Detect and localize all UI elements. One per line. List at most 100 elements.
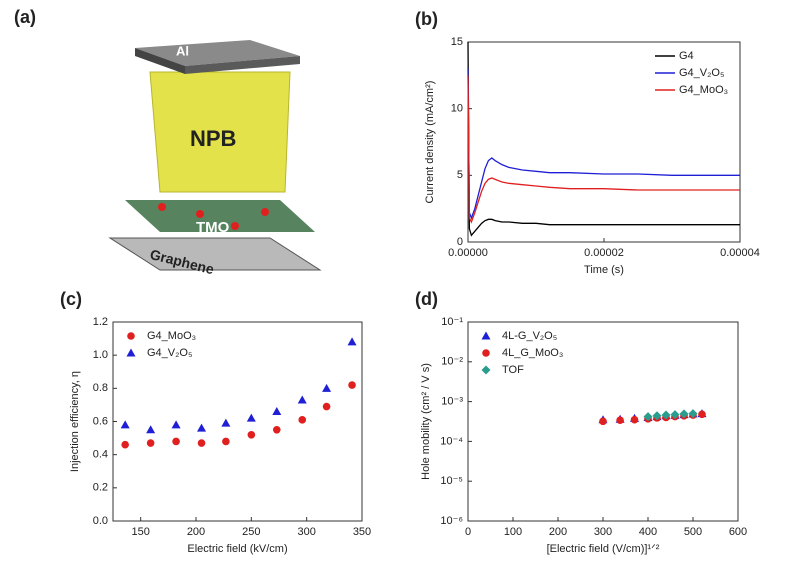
y-axis-label: Injection efficiency, η: [69, 371, 81, 472]
y-tick-label: 15: [451, 36, 463, 48]
marker: [121, 440, 129, 449]
marker: [347, 337, 357, 346]
marker: [348, 381, 356, 389]
marker: [247, 430, 256, 439]
x-axis-label: Electric field (kV/cm): [187, 543, 287, 555]
marker: [272, 407, 282, 416]
y-tick-label: 0: [457, 236, 463, 248]
panel-label: (a): [14, 7, 36, 27]
line-series: [467, 75, 740, 224]
npb-layer: [149, 71, 291, 193]
legend-label: 4L_G_MoO₃: [502, 347, 563, 359]
y-tick-label: 1.2: [93, 316, 108, 328]
x-tick-label: 350: [353, 526, 371, 538]
marker: [297, 395, 307, 404]
marker: [481, 331, 491, 340]
x-tick-label: 600: [729, 526, 747, 538]
tmo-atom: [196, 210, 204, 218]
line-series: [467, 68, 740, 220]
al-front: [185, 56, 300, 74]
marker: [661, 410, 671, 420]
tmo-atom: [231, 222, 239, 230]
marker: [126, 348, 136, 357]
marker: [197, 423, 207, 432]
layer-label: NPB: [190, 126, 236, 151]
marker: [670, 410, 680, 420]
legend-label: 4L-G_V₂O₅: [502, 330, 557, 342]
marker: [616, 416, 624, 425]
marker: [298, 416, 307, 424]
x-tick-label: 100: [504, 526, 522, 538]
x-tick-label: 0.00004: [720, 247, 760, 259]
layer-label: Al: [176, 43, 189, 58]
x-tick-label: 0: [465, 526, 471, 538]
legend-label: G4_MoO₃: [679, 84, 728, 96]
marker: [482, 349, 490, 357]
y-axis-label: Hole mobility (cm² / V s): [420, 363, 432, 480]
y-tick-label: 0.2: [93, 482, 108, 494]
al-side: [135, 48, 185, 74]
marker: [599, 417, 607, 426]
y-tick-label: 0.6: [93, 415, 108, 427]
y-tick-label: 1.0: [93, 349, 108, 361]
marker: [643, 412, 653, 422]
marker: [127, 332, 135, 340]
y-tick-label: 10⁻³: [441, 396, 463, 408]
al-top: [135, 40, 300, 66]
legend-label: G4_V₂O₅: [147, 347, 192, 359]
legend-label: G4_MoO₃: [147, 330, 196, 342]
x-tick-label: 500: [684, 526, 702, 538]
tmo-layer: [125, 200, 315, 232]
x-tick-label: 300: [297, 526, 315, 538]
marker: [120, 420, 130, 429]
marker: [698, 410, 706, 419]
panel-label: (d): [415, 289, 438, 309]
marker: [171, 420, 181, 429]
marker: [246, 413, 256, 422]
x-tick-label: 150: [131, 526, 149, 538]
marker: [322, 402, 331, 411]
schematic: [108, 40, 322, 271]
marker: [679, 409, 689, 419]
panel-label: (b): [415, 9, 438, 29]
y-tick-label: 10⁻⁵: [440, 475, 463, 487]
x-tick-label: 250: [242, 526, 260, 538]
y-tick-label: 10⁻²: [441, 356, 463, 368]
y-tick-label: 0.0: [93, 515, 108, 527]
y-tick-label: 5: [457, 169, 463, 181]
x-tick-label: 200: [549, 526, 567, 538]
marker: [146, 425, 156, 434]
marker: [322, 383, 332, 392]
layer-label: TMO: [196, 219, 230, 236]
legend-label: TOF: [502, 364, 524, 376]
marker: [630, 415, 639, 424]
x-tick-label: 200: [187, 526, 205, 538]
x-tick-label: 0.00000: [448, 247, 488, 259]
marker: [172, 437, 180, 446]
x-axis-label: [Electric field (V/cm)]¹ᐟ²: [547, 543, 660, 555]
legend-label: G4_V₂O₅: [679, 67, 724, 79]
marker: [146, 439, 155, 447]
x-tick-label: 300: [594, 526, 612, 538]
marker: [221, 418, 231, 427]
x-tick-label: 0.00002: [584, 247, 624, 259]
x-tick-label: 400: [639, 526, 657, 538]
y-tick-label: 10⁻¹: [441, 316, 463, 328]
graphene-layer: [108, 237, 322, 271]
y-tick-label: 10: [451, 103, 463, 115]
legend-label: G4: [679, 50, 694, 62]
marker: [272, 425, 281, 434]
panel-label: (c): [60, 289, 82, 309]
y-tick-label: 10⁻⁶: [440, 515, 463, 527]
tmo-atom: [158, 203, 166, 211]
marker: [222, 437, 230, 446]
y-tick-label: 10⁻⁴: [440, 435, 463, 447]
tmo-atom: [261, 208, 269, 216]
x-axis-label: Time (s): [584, 264, 624, 276]
y-axis-label: Current density (mA/cm²): [424, 81, 436, 204]
marker: [688, 409, 698, 419]
marker: [481, 365, 491, 375]
line-series: [467, 41, 740, 237]
marker: [197, 439, 206, 447]
